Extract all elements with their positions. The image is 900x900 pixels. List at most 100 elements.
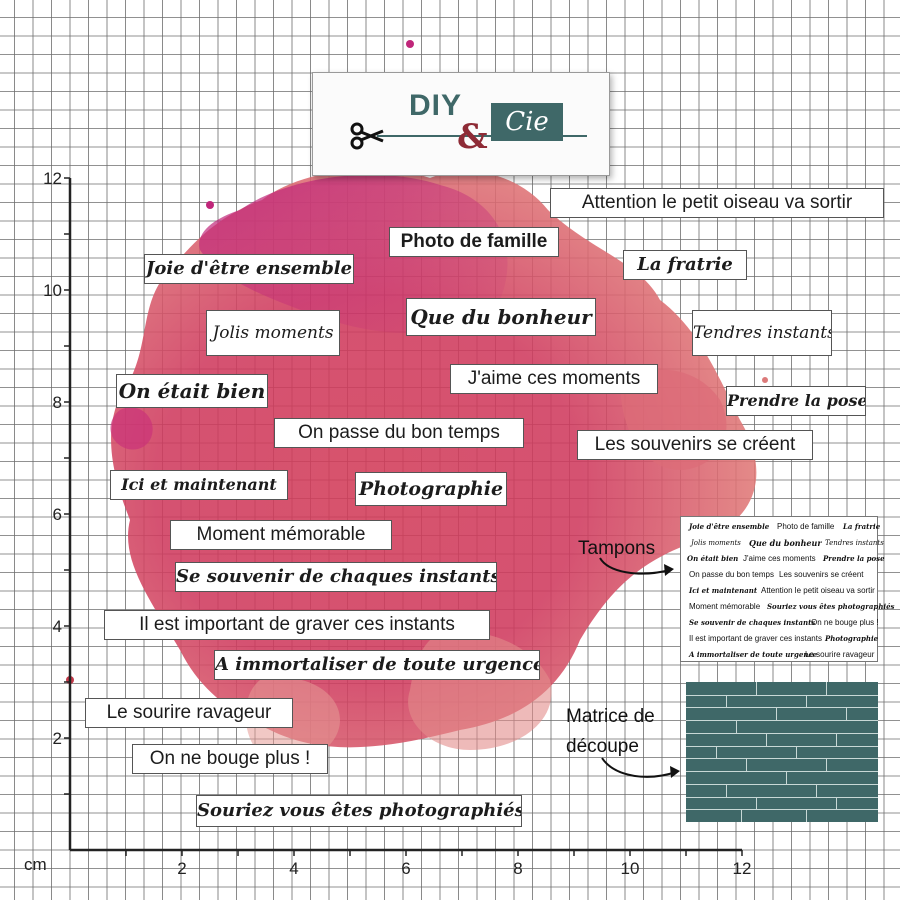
- y-tick-label: 2: [53, 729, 62, 748]
- die-strip-joint: [836, 732, 837, 746]
- die-strip-joint: [826, 682, 827, 695]
- mini-item: Photo de famille: [777, 522, 835, 531]
- die-strip-joint: [796, 745, 797, 759]
- mini-item: Les souvenirs se créent: [779, 570, 864, 579]
- sticker-jolis-moments: Jolis moments: [206, 310, 340, 356]
- sticker-important-graver: Il est important de graver ces instants: [104, 610, 490, 640]
- die-strip-joint: [741, 809, 742, 822]
- mini-item: Il est important de graver ces instants: [689, 634, 822, 643]
- die-strip-edge: [686, 796, 878, 798]
- x-tick-label: 6: [401, 859, 410, 878]
- die-strip-edge: [686, 783, 878, 785]
- die-strip-joint: [836, 796, 837, 810]
- mini-row: Moment mémorable Souriez vous êtes photo…: [685, 600, 894, 614]
- sticker-immortaliser: A immortaliser de toute urgence: [214, 650, 540, 680]
- die-strip-joint: [736, 720, 737, 733]
- die-strip-joint: [746, 758, 747, 772]
- die-strip-joint: [806, 809, 807, 822]
- mini-row: Il est important de graver ces instants …: [685, 632, 879, 646]
- sticker-souvenirs-se-creent: Les souvenirs se créent: [577, 430, 813, 460]
- y-tick-label: 4: [53, 617, 62, 636]
- die-strip-edge: [686, 809, 878, 811]
- brand-logo: DIY & Cie: [312, 72, 610, 176]
- mini-item: Prendre la pose: [823, 554, 885, 563]
- die-strip-edge: [686, 707, 878, 709]
- sticker-jaime-ces-moments: J'aime ces moments: [450, 364, 658, 394]
- mini-item: Tendres instants: [825, 539, 884, 547]
- mini-item: Jolis moments: [691, 539, 741, 547]
- sticker-prendre-la-pose: Prendre la pose: [726, 386, 866, 416]
- y-tick-label: 8: [53, 393, 62, 412]
- logo-ampersand: &: [457, 117, 488, 157]
- sticker-que-du-bonheur: Que du bonheur: [406, 298, 596, 336]
- mini-row: Se souvenir de chaques instants On ne bo…: [685, 616, 879, 630]
- die-strip-edge: [686, 732, 878, 734]
- sticker-joie-ensemble: Joie d'être ensemble: [144, 254, 354, 284]
- mini-row: Joie d'être ensemble Photo de famille La…: [685, 520, 880, 534]
- x-tick-label: 10: [621, 859, 640, 878]
- die-strip-edge: [686, 720, 878, 722]
- sticker-se-souvenir: Se souvenir de chaques instants: [175, 562, 497, 592]
- mini-item: Moment mémorable: [689, 602, 761, 611]
- mini-item: Souriez vous êtes photographiés: [767, 602, 895, 611]
- y-tick-label: 12: [43, 169, 62, 188]
- sticker-moment-memorable: Moment mémorable: [170, 520, 392, 550]
- cutting-die-preview: [686, 682, 878, 822]
- stamp-sheet-preview: Joie d'être ensemble Photo de famille La…: [680, 516, 894, 662]
- x-tick-label: 12: [733, 859, 752, 878]
- die-strip-joint: [846, 707, 847, 721]
- scissors-icon: [350, 122, 384, 150]
- logo-cie-text: Cie: [491, 103, 563, 141]
- logo-underline: [377, 135, 587, 137]
- die-strip-edge: [686, 758, 878, 760]
- mini-row: On passe du bon temps Les souvenirs se c…: [685, 568, 875, 582]
- die-strip-joint: [716, 745, 717, 759]
- sticker-on-etait-bien: On était bien: [116, 374, 268, 408]
- mini-item: Se souvenir de chaques instants: [689, 618, 816, 627]
- die-strip-joint: [816, 783, 817, 797]
- tampons-label: Tampons: [578, 538, 656, 559]
- mini-item: La fratrie: [843, 522, 881, 531]
- mini-item: On passe du bon temps: [689, 570, 774, 579]
- mini-row: Ici et maintenant Attention le petit ois…: [685, 584, 875, 598]
- matrice-label-line2: découpe: [566, 736, 639, 757]
- die-strip-joint: [766, 732, 767, 746]
- die-strip-edge: [686, 745, 878, 747]
- die-strip-joint: [806, 694, 807, 708]
- sticker-souriez-photographies: Souriez vous êtes photographiés: [196, 795, 522, 827]
- mini-item: On ne bouge plus !: [811, 618, 879, 627]
- unit-label: cm: [24, 855, 47, 874]
- die-strip-joint: [756, 682, 757, 695]
- mini-row: A immortaliser de toute urgence Le souri…: [685, 648, 875, 662]
- mini-item: On était bien: [687, 554, 739, 563]
- logo-diy-text: DIY: [409, 89, 463, 122]
- mini-item: A immortaliser de toute urgence: [689, 650, 818, 659]
- mini-row: On était bien J'aime ces moments Prendre…: [685, 552, 885, 566]
- die-strip-joint: [776, 707, 777, 721]
- matrice-arrow-icon: [601, 757, 680, 778]
- die-strip-joint: [756, 796, 757, 810]
- x-tick-label: 8: [513, 859, 522, 878]
- mini-item: Le sourire ravageur: [805, 650, 875, 659]
- y-tick-label: 10: [43, 281, 62, 300]
- x-tick-label: 4: [289, 859, 298, 878]
- sticker-tendres-instants: Tendres instants: [692, 310, 832, 356]
- die-strip-joint: [826, 758, 827, 772]
- die-strip-joint: [786, 771, 787, 784]
- die-strip-joint: [726, 694, 727, 708]
- sticker-attention-oiseau: Attention le petit oiseau va sortir: [550, 188, 884, 218]
- matrice-label-line1: Matrice de: [566, 706, 655, 727]
- mini-item: Photographie: [825, 634, 879, 643]
- sticker-photographie: Photographie: [355, 472, 507, 506]
- die-strip-edge: [686, 694, 878, 696]
- sticker-la-fratrie: La fratrie: [623, 250, 747, 280]
- mini-item: Ici et maintenant: [689, 586, 758, 595]
- y-tick-label: 6: [53, 505, 62, 524]
- mini-item: Joie d'être ensemble: [689, 522, 770, 531]
- x-tick-label: 2: [177, 859, 186, 878]
- mini-row: Jolis moments Que du bonheur Tendres ins…: [685, 536, 884, 550]
- sticker-photo-de-famille: Photo de famille: [389, 227, 559, 257]
- die-strip-edge: [686, 771, 878, 773]
